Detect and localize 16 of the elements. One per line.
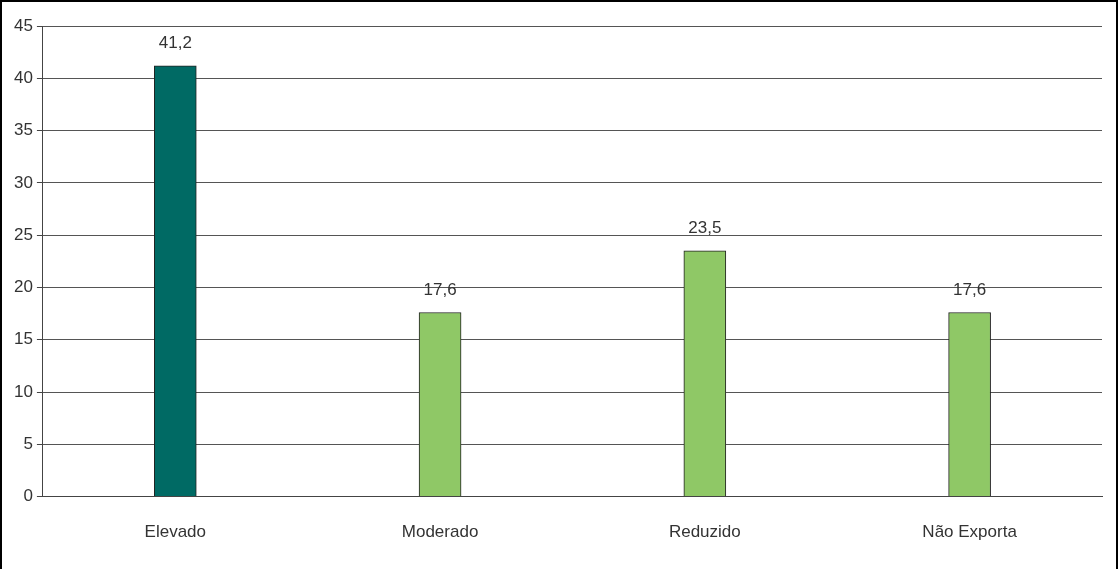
x-tick-label: Elevado [144,522,207,542]
x-tick-label: Reduzido [668,522,741,542]
data-label: 41,2 [158,32,192,52]
y-tick-label: 15 [13,329,33,349]
x-tick-label: Moderado [401,522,479,542]
y-tick-label: 10 [13,381,33,401]
y-tick-label: 25 [13,224,33,244]
y-tick-label: 0 [23,486,33,506]
x-tick-label: Não Exporta [922,522,1018,542]
y-tick-label: 30 [13,172,33,192]
y-tick-label: 5 [23,434,33,453]
y-tick-label: 35 [13,120,33,140]
y-tick-label: 45 [13,15,33,35]
y-tick-label: 20 [13,277,33,297]
data-label: 23,5 [688,218,722,238]
y-tick-label: 40 [13,67,33,87]
